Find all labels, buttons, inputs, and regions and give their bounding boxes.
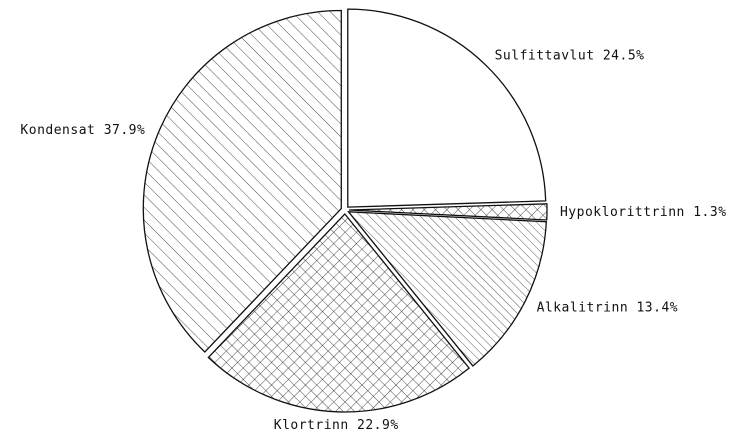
pie-slice — [348, 203, 548, 221]
category-label: Klortrinn — [274, 417, 349, 432]
pie-slice — [347, 8, 547, 208]
slice-label: Alkalitrinn 13.4% — [537, 300, 679, 315]
slice-label: Hypoklorittrinn 1.3% — [560, 205, 727, 220]
slice-label: Kondensat 37.9% — [20, 123, 145, 138]
pie-slice — [142, 9, 342, 353]
value-label: 1.3% — [693, 205, 726, 220]
category-label: Kondensat — [20, 123, 95, 138]
value-label: 24.5% — [603, 48, 645, 63]
slice-label: Sulfittavlut 24.5% — [495, 48, 645, 63]
category-label: Alkalitrinn — [537, 300, 629, 315]
value-label: 37.9% — [104, 123, 146, 138]
value-label: 13.4% — [636, 300, 678, 315]
pie-slice — [347, 211, 547, 367]
value-label: 22.9% — [357, 417, 399, 432]
category-label: Hypoklorittrinn — [560, 205, 685, 220]
slice-label: Klortrinn 22.9% — [274, 417, 399, 432]
pie-slice — [207, 213, 471, 413]
category-label: Sulfittavlut — [495, 48, 595, 63]
